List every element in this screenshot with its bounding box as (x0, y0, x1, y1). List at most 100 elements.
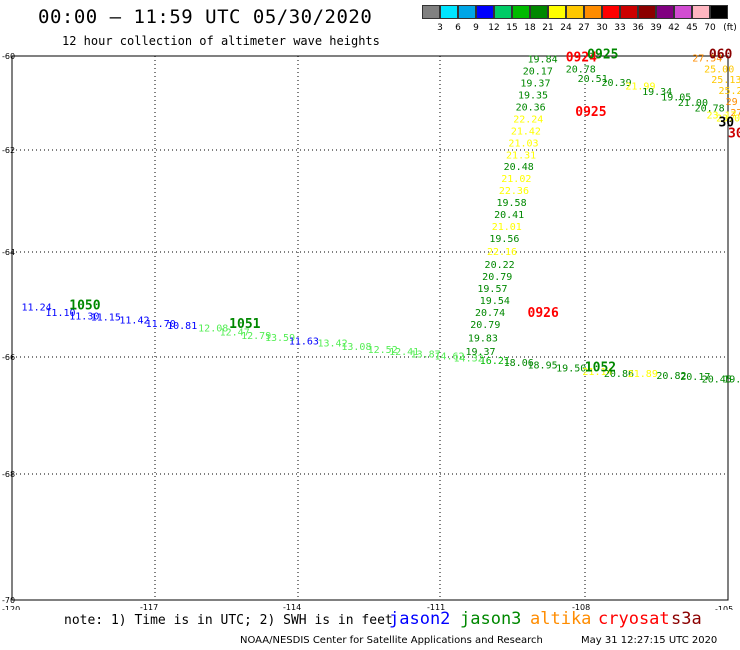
swh-label: 20.41 (494, 210, 524, 221)
mission-s3a: s3a (671, 609, 702, 629)
time-label: 1052 (585, 361, 616, 376)
footer-note: note: 1) Time is in UTC; 2) SWH is in fe… (64, 613, 393, 628)
scale-swatch (494, 5, 512, 19)
swh-label: 20.78 (566, 64, 596, 75)
scale-swatch (548, 5, 566, 19)
scale-swatch (458, 5, 476, 19)
swh-label: 20.17 (680, 372, 710, 383)
swh-label: 19.05 (661, 93, 691, 104)
swh-label: 20.51 (578, 74, 608, 85)
scale-swatch (566, 5, 584, 19)
lon-tick-label: -120 (2, 605, 20, 610)
scale-swatch (602, 5, 620, 19)
scale-swatch (422, 5, 440, 19)
swh-label: 22.36 (499, 186, 529, 197)
swh-label: 23.07 (716, 113, 740, 124)
time-label: 0925 (575, 105, 606, 120)
swh-label: 20.82 (656, 371, 686, 382)
lon-tick-label: -108 (572, 603, 590, 610)
scale-label: 30 (596, 23, 608, 33)
swh-label: 20.45 (702, 374, 732, 385)
scale-swatch (674, 5, 692, 19)
lon-tick-label: -111 (427, 603, 445, 610)
swh-label: 19.56 (489, 234, 519, 245)
scale-label: 6 (455, 23, 461, 33)
swh-label: 29.25 (726, 97, 740, 108)
lon-tick-label: -114 (283, 603, 301, 610)
time-label: 0926 (528, 306, 559, 321)
scale-label: 70 (704, 23, 716, 33)
swh-label: 27.54 (692, 53, 722, 64)
swh-label: 19.18 (723, 374, 740, 385)
swh-label: 19.34 (642, 87, 672, 98)
swh-label: 13.08 (341, 342, 371, 353)
chart-title: 00:00 – 11:59 UTC 05/30/2020 (38, 6, 373, 28)
swh-label: 19.58 (496, 198, 526, 209)
swh-label: 21.02 (501, 174, 531, 185)
time-label: 060 (709, 48, 733, 63)
altimeter-map: -60 -62 -64 -66 -68 -70-120 -117 -114 -111 -108 -1… (2, 48, 740, 610)
swh-label: 13.59 (265, 333, 295, 344)
swh-label: 12.47 (220, 328, 250, 339)
time-label: 0924 (566, 50, 597, 65)
swh-label: 13.42 (317, 338, 347, 349)
swh-label: 12.52 (368, 345, 398, 356)
swh-label: 12.79 (241, 331, 271, 342)
time-label: 1051 (229, 317, 260, 332)
credit-text: NOAA/NESDIS Center for Satellite Applica… (240, 635, 543, 646)
time-label: 0925 (587, 48, 618, 63)
lon-tick-label: -117 (140, 603, 158, 610)
scale-label: 42 (668, 23, 680, 33)
time-label: 30 (718, 116, 734, 131)
swh-label: 27.19 (730, 108, 740, 119)
swh-label: 25.26 (718, 86, 740, 97)
mission-altika: altika (530, 609, 592, 629)
swh-label: 20.79 (470, 320, 500, 331)
scale-swatch (638, 5, 656, 19)
scale-label: 45 (686, 23, 698, 33)
lat-tick-label: -66 (2, 353, 15, 362)
swh-label: 16.21 (480, 356, 510, 367)
swh-label: 21.14 (582, 367, 612, 378)
timestamp-text: May 31 12:27:15 UTC 2020 (581, 635, 718, 646)
swh-label: 11.10 (45, 308, 75, 319)
scale-unit: (ft) (723, 23, 737, 33)
swh-label: 25.00 (704, 64, 734, 75)
scale-label: 12 (488, 23, 500, 33)
swh-label: 23.17 (707, 111, 737, 122)
swh-label: 11.63 (289, 336, 319, 347)
swh-label: 20.79 (482, 272, 512, 283)
scale-swatch (476, 5, 494, 19)
swh-label: 25.13 (711, 75, 740, 86)
swh-label: 20.78 (695, 103, 725, 114)
swh-label: 18.95 (528, 360, 558, 371)
swh-label: 11.24 (22, 303, 52, 314)
scale-label: 21 (542, 23, 554, 33)
swh-label: 20.86 (604, 369, 634, 380)
swh-label: 22.16 (487, 247, 517, 258)
lat-tick-label: -62 (2, 146, 15, 155)
scale-label: 9 (473, 23, 479, 33)
swh-label: 11.42 (119, 316, 149, 327)
swh-label: 19.57 (477, 284, 507, 295)
time-label: 1050 (69, 299, 100, 314)
map-frame (11, 55, 729, 601)
swh-label: 11.15 (91, 312, 121, 323)
swh-label: 19.37 (465, 347, 495, 358)
scale-swatch (692, 5, 710, 19)
scale-swatch (710, 5, 728, 19)
mission-cryosat: cryosat (598, 609, 670, 629)
scale-label: 39 (650, 23, 662, 33)
swh-label: 21.99 (625, 82, 655, 93)
scale-swatch (656, 5, 674, 19)
swh-label: 21.89 (628, 369, 658, 380)
time-label: 30 (728, 127, 740, 142)
swh-label: 21.31 (506, 150, 536, 161)
mission-jason3: jason3 (460, 609, 522, 629)
scale-label: 3 (437, 23, 443, 33)
scale-label: 15 (506, 23, 518, 33)
chart-subtitle: 12 hour collection of altimeter wave hei… (62, 34, 380, 48)
swh-label: 19.84 (528, 55, 558, 66)
swh-label: 21.03 (508, 138, 538, 149)
lon-tick-label: -105 (715, 605, 733, 610)
